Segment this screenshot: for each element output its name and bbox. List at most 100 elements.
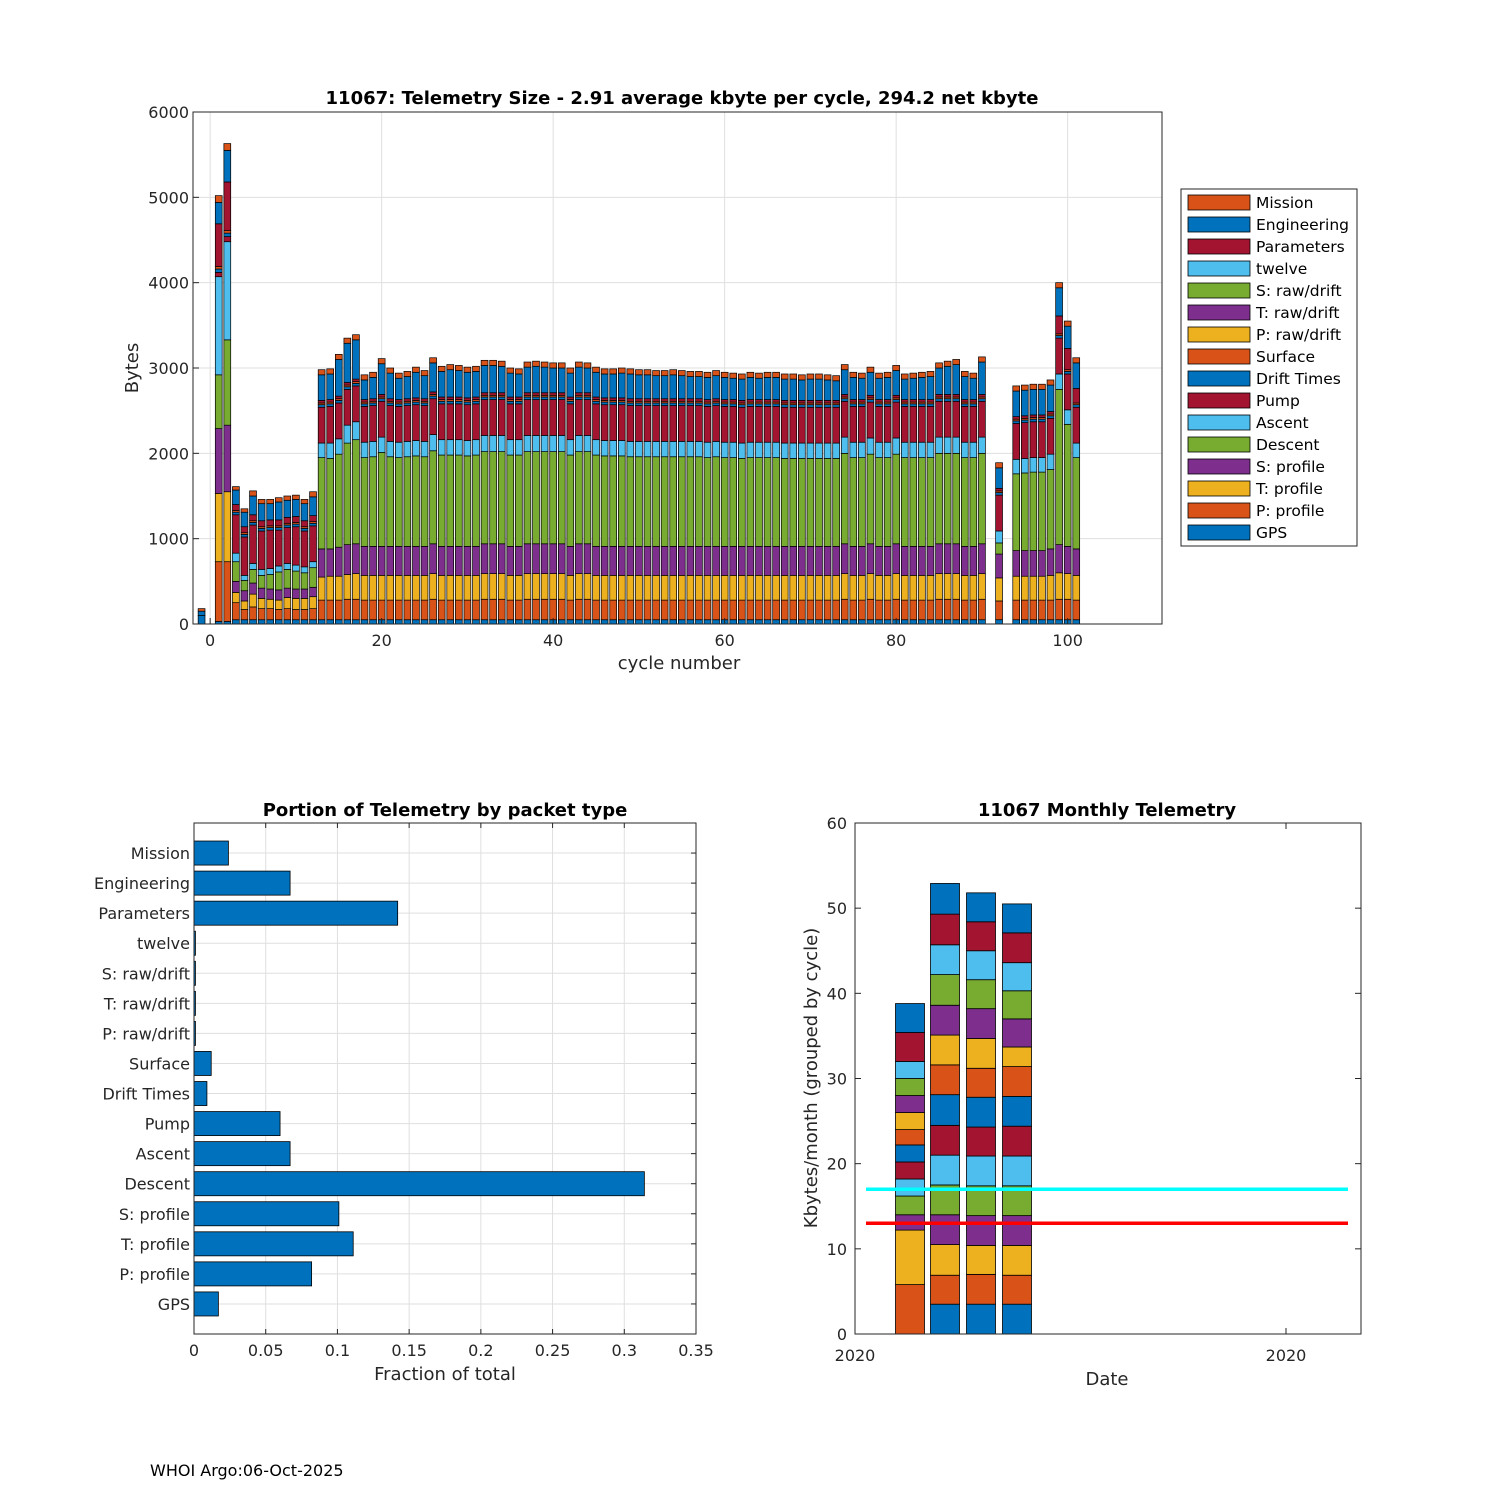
bar-segment-drift-times <box>557 396 566 400</box>
bar-segment-t-profile <box>909 575 918 601</box>
legend-label-ascent: Ascent <box>1256 414 1309 432</box>
bar-segment-ascent <box>755 441 763 458</box>
bar-segment-drift-times <box>300 528 309 532</box>
bar-segment-engineering <box>463 371 472 399</box>
hbar-y-tick-label: S: raw/drift <box>102 964 190 983</box>
bar-segment-p-profile <box>1072 599 1081 621</box>
bar-segment-descent <box>506 454 515 547</box>
bar-segment-ascent <box>403 441 412 458</box>
monthly-segment-pump <box>1002 932 1032 964</box>
bar-segment-drift-times <box>257 528 266 532</box>
bar-segment-s-profile <box>875 545 883 576</box>
bar-segment-pump <box>334 402 343 440</box>
bar-segment-mission <box>832 375 840 382</box>
bar-segment-mission <box>1029 383 1038 390</box>
legend-swatch-ascent <box>1187 414 1251 431</box>
bar-segment-p-profile <box>600 599 609 621</box>
bar-segment-pump <box>317 406 326 444</box>
monthly-segment-pump <box>895 1161 925 1180</box>
bar-segment-t-profile <box>738 575 746 601</box>
bar-segment-descent <box>609 455 617 547</box>
bar-segment-drift-times <box>669 402 677 406</box>
bar-segment-pump <box>600 404 609 441</box>
bar-segment-gps <box>515 619 523 625</box>
bar-segment-t-profile <box>292 598 300 610</box>
hbar-x-tick-label: 0.35 <box>678 1341 714 1360</box>
bar-segment-t-profile <box>566 575 575 601</box>
bar-segment-t-profile <box>455 575 463 601</box>
bar-segment-t-profile <box>960 575 969 601</box>
bar-segment-drift-times <box>720 403 729 407</box>
bar-segment-gps <box>926 619 935 625</box>
bar-segment-s-profile <box>969 545 978 576</box>
bar-segment-s-profile <box>943 543 952 575</box>
bar-segment-mission <box>395 372 403 379</box>
bar-segment-gps <box>532 619 540 625</box>
bar-segment-parameters <box>686 398 695 402</box>
monthly-segment-pump <box>1002 1125 1032 1157</box>
bar-segment-descent <box>738 458 746 547</box>
bar-segment-drift-times <box>832 404 840 408</box>
bar-segment-engineering <box>926 376 935 400</box>
bar-segment-parameters <box>317 400 326 404</box>
bar-segment-s-profile <box>566 545 575 576</box>
bar-segment-mission <box>292 494 300 500</box>
bar-segment-drift-times <box>840 398 849 402</box>
bar-segment-pump <box>463 404 472 441</box>
bar-segment-p-profile <box>780 599 789 621</box>
hbar-chart-bars <box>193 840 645 1317</box>
bar-segment-p-profile <box>823 599 832 621</box>
bar-segment-ascent <box>360 441 369 458</box>
bar-segment-pump <box>515 403 523 441</box>
bar-segment-mission <box>403 371 412 377</box>
bar-segment-gps <box>669 619 677 625</box>
monthly-segment-s-profile <box>930 1214 960 1245</box>
bar-segment-t-profile <box>695 575 703 601</box>
bar-segment-engineering <box>283 499 292 518</box>
bar-segment-mission <box>729 372 738 379</box>
bar-segment-s-profile <box>806 545 815 576</box>
bar-segment-s-profile <box>334 546 343 577</box>
bar-segment-parameters <box>420 398 429 402</box>
bar-segment-drift-times <box>686 402 695 406</box>
bar-segment-s-profile <box>429 543 437 575</box>
bar-segment-descent <box>249 569 257 584</box>
bar-segment-engineering <box>549 367 557 394</box>
bar-segment-ascent <box>840 436 849 454</box>
bar-segment-p-profile <box>669 599 677 621</box>
bar-segment-ascent <box>1021 458 1029 474</box>
monthly-y-tick-label: 10 <box>827 1240 847 1259</box>
bar-segment-ascent <box>334 438 343 455</box>
bar-segment-engineering <box>455 370 463 398</box>
bar-segment-pump <box>1063 373 1072 411</box>
bar-segment-mission <box>600 368 609 375</box>
bar-segment-drift-times <box>386 402 395 406</box>
bar-segment-pump <box>257 530 266 570</box>
bar-segment-drift-times <box>806 404 815 408</box>
monthly-segment-t-profile <box>966 1038 996 1069</box>
bar-segment-mission <box>703 371 712 378</box>
bar-segment-drift-times <box>437 400 446 405</box>
bar-segment-s-profile <box>515 545 523 576</box>
bar-segment-parameters <box>455 396 463 400</box>
bar-segment-t-profile <box>840 573 849 600</box>
bar-segment-ascent <box>249 563 257 570</box>
bar-segment-mission <box>317 369 326 376</box>
bar-segment-ascent <box>352 421 360 441</box>
bar-segment-p-profile <box>472 599 480 621</box>
bar-segment-p-profile <box>763 599 772 621</box>
bar-segment-pump <box>909 406 918 443</box>
bar-segment-parameters <box>343 382 352 386</box>
bar-segment-gps <box>678 619 686 625</box>
bar-segment-drift-times <box>635 402 643 406</box>
bar-segment-parameters <box>738 400 746 404</box>
bar-segment-t-profile <box>377 575 386 601</box>
bar-segment-s-profile <box>497 543 506 575</box>
bar-segment-t-profile <box>240 600 249 610</box>
bar-segment-drift-times <box>532 396 540 400</box>
bar-segment-descent <box>789 458 798 547</box>
monthly-segment-drift-times <box>1002 1095 1032 1127</box>
bar-segment-descent <box>300 572 309 590</box>
bar-segment-gps <box>300 619 309 625</box>
bar-segment-s-profile <box>420 545 429 576</box>
